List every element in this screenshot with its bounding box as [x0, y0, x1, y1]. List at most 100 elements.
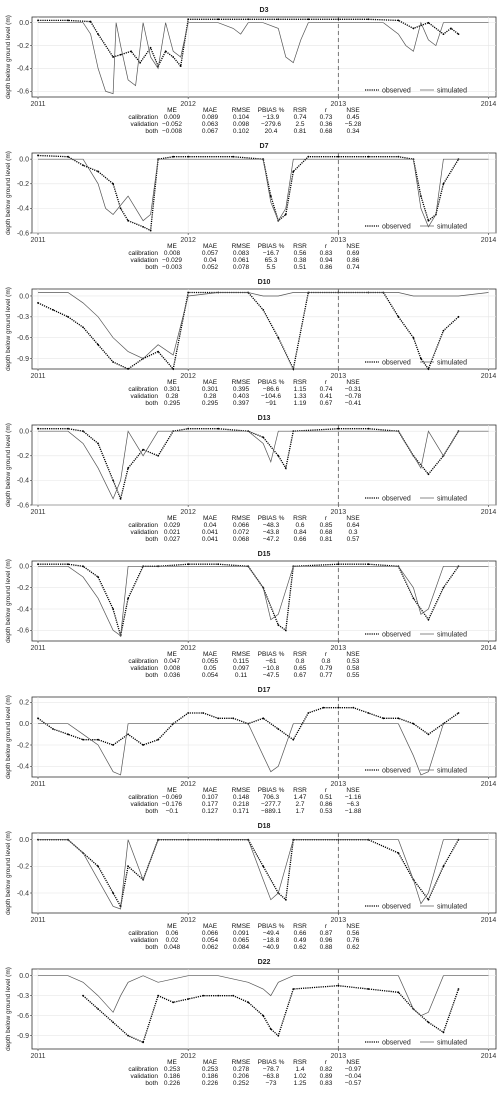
y-tick-label: 0.0 [19, 156, 29, 163]
observed-point [337, 563, 340, 566]
stats-header-cell: r [325, 787, 328, 794]
observed-point [427, 898, 430, 901]
panel-title: D15 [258, 551, 271, 558]
stats-value-cell: 0.74 [347, 264, 360, 271]
stats-value-cell: −0.029 [162, 257, 182, 264]
stats-value-cell: 0.68 [320, 529, 333, 536]
stats-value-cell: 0.57 [347, 536, 360, 543]
observed-point [97, 33, 99, 36]
stats-value-cell: 0.395 [233, 386, 250, 393]
observed-point [307, 712, 310, 714]
panel-title: D18 [258, 823, 271, 830]
observed-point [37, 717, 39, 720]
observed-point [277, 624, 280, 626]
y-tick-label: -0.2 [17, 181, 29, 188]
observed-point [412, 336, 415, 339]
observed-point [127, 597, 130, 600]
legend-label-observed: observed [382, 88, 411, 95]
stats-header-cell: MAE [203, 1059, 218, 1066]
series-line-simulated [38, 292, 489, 360]
stats-row-label: both [145, 536, 158, 543]
y-axis-label: depth below ground level (m) [5, 831, 12, 915]
stats-value-cell: 0.301 [164, 386, 181, 393]
observed-point [397, 852, 400, 854]
legend-label-simulated: simulated [437, 360, 467, 367]
observed-point [52, 308, 54, 311]
stats-row-label: validation [131, 529, 159, 536]
stats-value-cell: 0.74 [320, 386, 333, 393]
stats-value-cell: 0.76 [347, 937, 360, 944]
stats-header-cell: RMSE [232, 787, 251, 794]
stats-header-cell: PBIAS % [258, 923, 285, 930]
x-tick-label: 2011 [30, 781, 45, 788]
stats-row-label: validation [131, 1073, 159, 1080]
stats-value-cell: 0.56 [294, 250, 307, 257]
panel-D17: D17 0.2 0.0 -0.2 -0.4 2011 2012 2013 2014 depth b… [5, 687, 497, 815]
x-tick-label: 2012 [180, 645, 196, 652]
y-tick-label: -0.4 [17, 606, 29, 613]
observed-point [284, 213, 287, 216]
observed-point [82, 164, 84, 167]
stats-value-cell: 0.77 [320, 672, 333, 679]
stats-value-cell: 0.055 [202, 658, 219, 665]
stats-row-label: calibration [128, 114, 158, 121]
stats-value-cell: 0.104 [233, 114, 250, 121]
stats-header-cell: ME [167, 379, 177, 386]
stats-row-label: calibration [128, 522, 158, 529]
stats-header-cell: RSR [293, 515, 307, 522]
stats-value-cell: 0.53 [347, 658, 360, 665]
stats-value-cell: 0.6 [295, 522, 304, 529]
panel-title: D3 [260, 7, 269, 14]
x-tick-label: 2011 [30, 509, 45, 516]
series-line-simulated [38, 565, 489, 637]
stats-value-cell: −0.57 [345, 1080, 362, 1087]
y-axis-label: depth below ground level (m) [5, 287, 12, 371]
stats-row-label: calibration [128, 386, 158, 393]
stats-value-cell: 0.56 [347, 930, 360, 937]
x-tick-label: 2011 [30, 101, 45, 108]
panel-title: D7 [260, 143, 269, 150]
stats-value-cell: 0.186 [202, 1073, 219, 1080]
stats-header-cell: NSE [346, 379, 360, 386]
observed-point [337, 155, 340, 158]
y-tick-label: -0.3 [17, 314, 29, 321]
observed-point [397, 315, 400, 318]
y-tick-label: 0.0 [19, 428, 29, 435]
series-line-simulated [38, 839, 489, 910]
plot-area [31, 560, 497, 642]
stats-value-cell: 0.065 [233, 937, 250, 944]
stats-value-cell: 0.04 [204, 257, 217, 264]
y-tick-label: -0.6 [17, 230, 29, 237]
stats-value-cell: 0.226 [202, 1080, 219, 1087]
stats-value-cell: 65.3 [265, 257, 278, 264]
series-line-simulated [38, 723, 489, 776]
observed-point [172, 1001, 175, 1004]
stats-value-cell: 0.51 [320, 794, 333, 801]
stats-value-cell: 0.8 [321, 658, 330, 665]
stats-value-cell: −1.16 [345, 794, 362, 801]
x-tick-label: 2014 [481, 237, 497, 244]
observed-point [172, 56, 175, 58]
stats-value-cell: −10.8 [263, 665, 280, 672]
x-tick-label: 2012 [180, 917, 196, 924]
y-tick-label: -0.2 [17, 864, 29, 871]
series-line-observed [82, 985, 460, 1044]
stats-value-cell: −6.3 [347, 801, 360, 808]
x-tick-label: 2011 [30, 917, 45, 924]
x-tick-label: 2013 [331, 101, 347, 108]
plot-area [31, 968, 497, 1050]
stats-value-cell: 0.86 [347, 257, 360, 264]
stats-header-cell: NSE [346, 1059, 360, 1066]
stats-value-cell: −18.8 [263, 937, 280, 944]
stats-value-cell: 0.11 [235, 672, 248, 679]
stats-header-cell: NSE [346, 787, 360, 794]
stats-value-cell: 0.45 [347, 114, 360, 121]
stats-header-cell: r [325, 651, 328, 658]
x-tick-label: 2013 [331, 1053, 347, 1060]
observed-point [157, 738, 160, 741]
observed-point [420, 357, 422, 360]
observed-point [292, 738, 295, 741]
observed-point [217, 427, 220, 430]
stats-value-cell: 0.009 [164, 114, 181, 121]
